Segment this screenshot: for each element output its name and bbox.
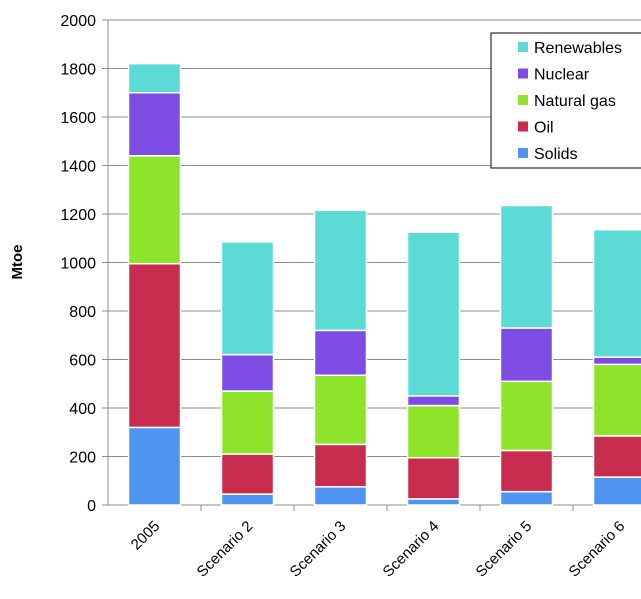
bar-segment-oil xyxy=(220,453,275,495)
bars xyxy=(127,62,641,506)
legend-label: Solids xyxy=(534,146,578,163)
y-tick-label: 600 xyxy=(69,353,96,370)
bar-segment-renewables xyxy=(592,229,641,358)
legend-swatch xyxy=(518,42,528,52)
y-tick-label: 2000 xyxy=(60,13,96,30)
y-axis-label: Mtoe xyxy=(9,245,26,280)
x-tick-label: Scenario 2 xyxy=(194,518,257,581)
bar-segment-nuclear xyxy=(406,395,461,407)
y-tick-label: 400 xyxy=(69,401,96,418)
bar-segment-renewables xyxy=(499,204,554,329)
legend-box xyxy=(490,32,641,169)
bar-segment-solids xyxy=(127,426,182,506)
bar-segment-solids xyxy=(499,490,554,506)
y-tick-label: 800 xyxy=(69,304,96,321)
bar-segment-natural-gas xyxy=(220,390,275,455)
legend-label: Nuclear xyxy=(534,67,590,84)
bar-segment-solids xyxy=(220,493,275,506)
y-tick-label: 1200 xyxy=(60,207,96,224)
bar-segment-renewables xyxy=(127,62,182,94)
bar-segment-nuclear xyxy=(127,92,182,157)
y-tick-label: 1600 xyxy=(60,110,96,127)
y-tick-label: 0 xyxy=(87,498,96,515)
legend: Renewables Nuclear Natural gas Oil Solids xyxy=(490,32,641,169)
bar-segment-oil xyxy=(406,456,461,500)
gridlines xyxy=(108,19,641,457)
bar-segment-solids xyxy=(592,476,641,506)
legend-label: Natural gas xyxy=(534,93,616,110)
y-tick-labels: 0 200 400 600 800 1000 1200 1400 1600 1800 2000 xyxy=(60,13,96,515)
bar-segment-solids xyxy=(313,486,368,506)
bar-segment-nuclear xyxy=(499,327,554,383)
bar-segment-oil xyxy=(592,435,641,478)
x-tick-labels: 2005 Scenario 2 Scenario 3 Scenario 4 Scenar… xyxy=(128,518,629,581)
bar-segment-natural-gas xyxy=(127,155,182,265)
legend-label: Renewables xyxy=(534,40,622,57)
legend-swatch xyxy=(518,121,528,132)
legend-swatch xyxy=(518,148,528,158)
y-tick-label: 1000 xyxy=(60,256,96,273)
y-tick-label: 1400 xyxy=(60,159,96,176)
bar-segment-oil xyxy=(499,449,554,493)
x-tick-label: Scenario 6 xyxy=(566,518,629,581)
legend-swatch xyxy=(518,68,528,79)
bar-segment-nuclear xyxy=(220,353,275,392)
bar-segment-renewables xyxy=(313,209,368,332)
bar-segment-oil xyxy=(127,262,182,429)
bar-segment-natural-gas xyxy=(592,363,641,437)
legend-label: Oil xyxy=(534,120,554,137)
x-tick-label: Scenario 4 xyxy=(380,518,443,581)
y-tick-label: 1800 xyxy=(60,62,96,79)
bar-segment-natural-gas xyxy=(499,380,554,452)
bar-segment-renewables xyxy=(406,231,461,397)
x-tick-label: Scenario 5 xyxy=(473,518,536,581)
bar-segment-solids xyxy=(406,498,461,506)
bar-segment-natural-gas xyxy=(313,374,368,446)
bar-segment-oil xyxy=(313,443,368,488)
y-tick-label: 200 xyxy=(69,450,96,467)
bar-segment-natural-gas xyxy=(406,404,461,459)
bar-segment-nuclear xyxy=(313,329,368,377)
x-tick-label: 2005 xyxy=(128,518,164,554)
x-tick-label: Scenario 3 xyxy=(287,518,350,581)
legend-swatch xyxy=(518,95,528,105)
bar-segment-renewables xyxy=(220,241,275,356)
bar-segment-nuclear xyxy=(592,356,641,366)
